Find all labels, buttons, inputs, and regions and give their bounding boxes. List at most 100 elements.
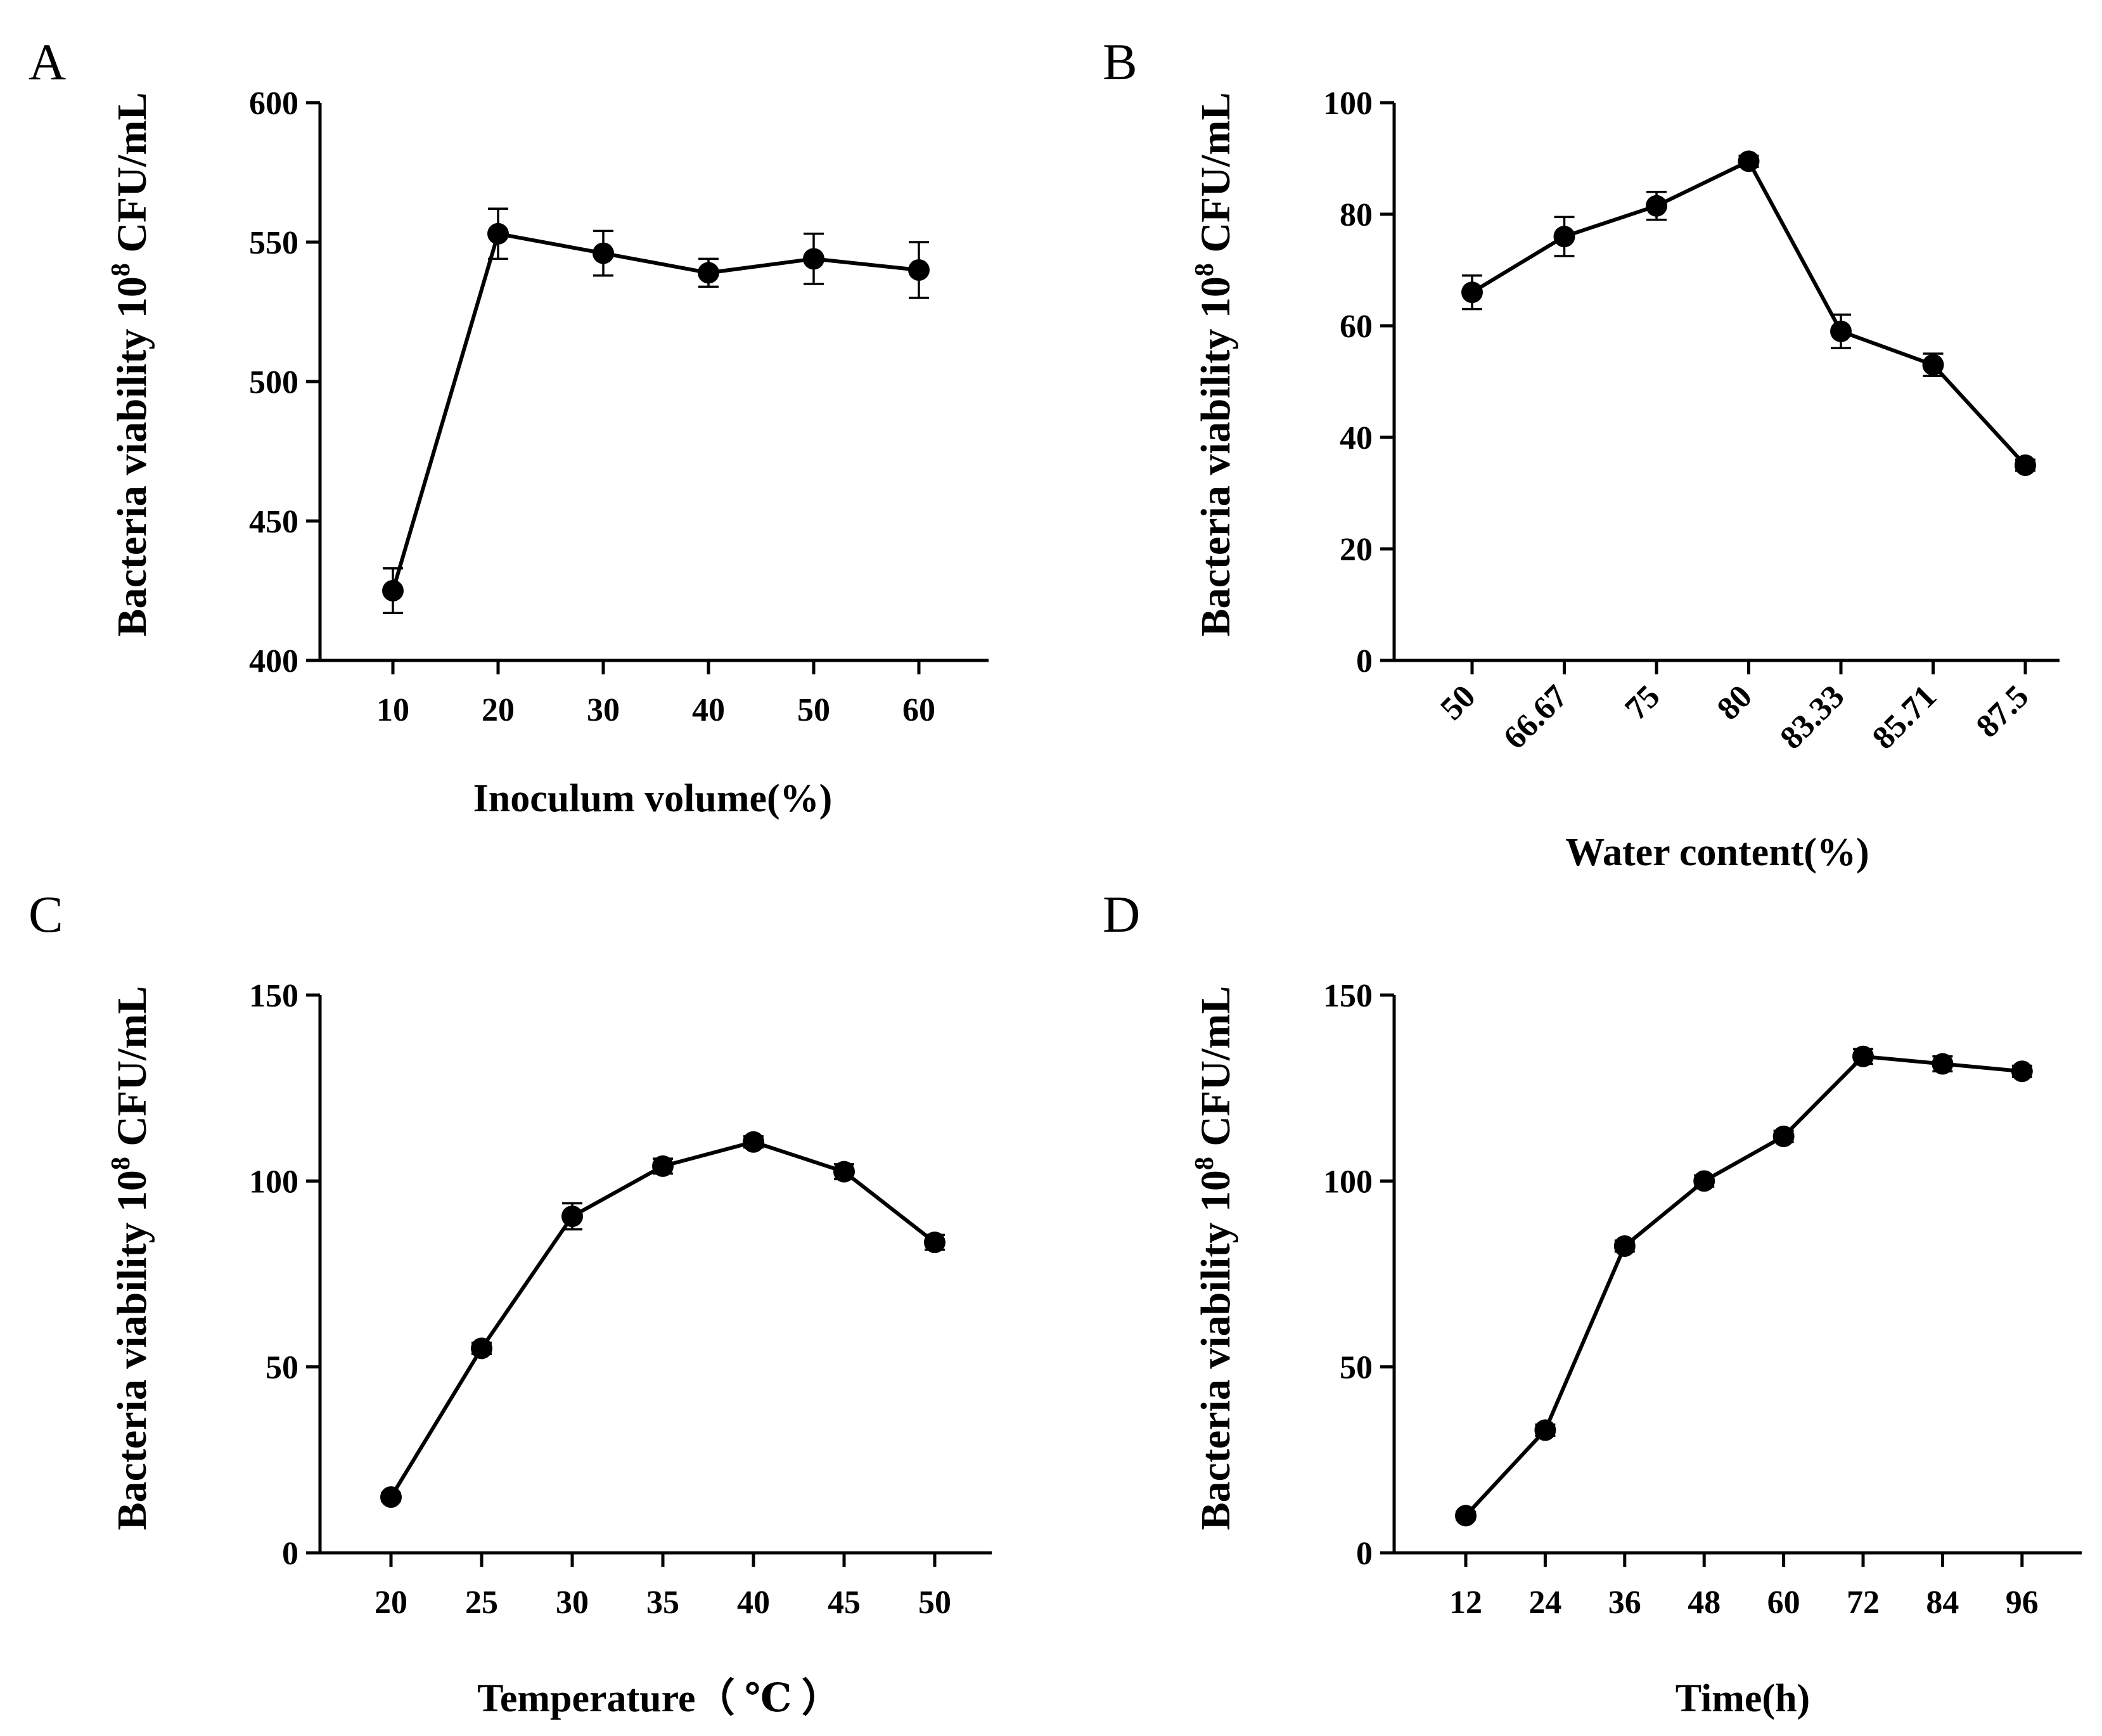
x-tick-label: 85.71 bbox=[1866, 678, 1944, 756]
x-tick-label: 20 bbox=[375, 1585, 407, 1621]
plot-area-b: 0 20 40 60 80 100 50 66.67 75 80 83.33 85.71 87.5 bbox=[1323, 86, 2060, 756]
x-tick-label: 36 bbox=[1608, 1585, 1641, 1621]
data-point bbox=[471, 1337, 492, 1360]
panel-d: D Bacteria viability 108 CFU/mL Time(h) … bbox=[1103, 885, 2082, 1720]
x-tick-label: 66.67 bbox=[1497, 678, 1575, 756]
panel-letter-a: A bbox=[29, 33, 66, 91]
data-point bbox=[803, 248, 824, 270]
panel-a: A Bacteria viability 108 CFU/mL Inoculum… bbox=[29, 33, 989, 820]
y-axis-label-d: Bacteria viability 108 CFU/mL bbox=[1190, 986, 1239, 1531]
x-axis-label-a: Inoculum volume(%) bbox=[473, 777, 833, 820]
x-tick-label: 50 bbox=[1433, 678, 1482, 727]
x-tick-label: 87.5 bbox=[1970, 678, 2036, 745]
panel-letter-c: C bbox=[29, 885, 63, 943]
series-line bbox=[1464, 1054, 2023, 1517]
series-line bbox=[389, 1140, 936, 1498]
y-axis-label-b: Bacteria viability 108 CFU/mL bbox=[1190, 93, 1239, 637]
x-tick-label: 30 bbox=[556, 1585, 589, 1621]
panel-b: B Bacteria viability 108 CFU/mL Water co… bbox=[1103, 33, 2060, 874]
y-tick-label: 80 bbox=[1340, 197, 1373, 233]
y-axis-label-superscript: 8 bbox=[106, 263, 136, 276]
y-axis-label-superscript: 8 bbox=[1190, 263, 1219, 276]
y-tick-label: 0 bbox=[1356, 1536, 1373, 1572]
y-tick-label: 20 bbox=[1340, 532, 1373, 568]
x-tick-label: 84 bbox=[1926, 1585, 1959, 1621]
x-tick-label: 25 bbox=[465, 1585, 498, 1621]
panel-c: C Bacteria viability 108 CFU/mL Temperat… bbox=[29, 885, 992, 1720]
data-point bbox=[908, 259, 930, 281]
panel-letter-d: D bbox=[1103, 885, 1140, 943]
y-axis-label-superscript: 8 bbox=[106, 1157, 136, 1170]
data-point bbox=[487, 222, 509, 245]
y-axis-label-prefix: Bacteria viability 10 bbox=[1193, 1170, 1239, 1530]
data-point bbox=[1830, 320, 1852, 342]
data-point bbox=[561, 1206, 583, 1228]
x-axis-label-b: Water content(%) bbox=[1565, 831, 1869, 874]
data-point bbox=[1613, 1235, 1636, 1257]
y-tick-label: 600 bbox=[249, 86, 298, 122]
y-axis-label-prefix: Bacteria viability 10 bbox=[1193, 276, 1239, 636]
y-tick-label: 100 bbox=[1323, 1164, 1373, 1200]
y-axis-label-prefix: Bacteria viability 10 bbox=[109, 276, 155, 636]
data-point bbox=[1553, 226, 1575, 248]
data-point bbox=[698, 262, 719, 284]
data-point bbox=[2011, 1060, 2033, 1083]
x-tick-label: 75 bbox=[1618, 678, 1667, 727]
x-tick-label: 35 bbox=[646, 1585, 679, 1621]
x-tick-label: 30 bbox=[587, 692, 620, 728]
x-tick-label: 60 bbox=[902, 692, 935, 728]
data-point bbox=[1534, 1419, 1556, 1441]
y-tick-label: 500 bbox=[249, 364, 298, 401]
x-tick-label: 60 bbox=[1767, 1585, 1800, 1621]
y-tick-label: 150 bbox=[249, 978, 298, 1014]
x-tick-label: 20 bbox=[482, 692, 515, 728]
x-axis-label-d: Time(h) bbox=[1676, 1677, 1810, 1720]
x-tick-label: 50 bbox=[797, 692, 830, 728]
data-point bbox=[2015, 454, 2036, 476]
y-axis-label-suffix: CFU/mL bbox=[109, 986, 155, 1157]
y-axis-label-suffix: CFU/mL bbox=[1193, 93, 1239, 263]
y-tick-label: 0 bbox=[1356, 643, 1373, 679]
data-point bbox=[1693, 1170, 1715, 1192]
y-tick-label: 550 bbox=[249, 225, 298, 261]
y-axis-label-superscript: 8 bbox=[1190, 1157, 1219, 1170]
data-point bbox=[1646, 195, 1667, 217]
data-point bbox=[593, 242, 614, 264]
series-line bbox=[391, 231, 920, 591]
data-point bbox=[1772, 1125, 1795, 1147]
y-axis-label-suffix: CFU/mL bbox=[109, 93, 155, 263]
x-tick-label: 96 bbox=[2006, 1585, 2039, 1621]
y-axis-label-prefix: Bacteria viability 10 bbox=[109, 1170, 155, 1530]
plot-area-a: 400 450 500 550 600 10 20 30 40 50 60 bbox=[249, 86, 989, 728]
x-tick-label: 24 bbox=[1528, 1585, 1561, 1621]
x-tick-label: 40 bbox=[737, 1585, 770, 1621]
data-point bbox=[1738, 150, 1760, 172]
x-tick-label: 10 bbox=[376, 692, 409, 728]
y-tick-label: 60 bbox=[1340, 309, 1373, 345]
y-axis-label-suffix: CFU/mL bbox=[1193, 986, 1239, 1157]
x-tick-label: 48 bbox=[1688, 1585, 1721, 1621]
x-tick-label: 45 bbox=[828, 1585, 861, 1621]
x-tick-label: 12 bbox=[1449, 1585, 1482, 1621]
y-tick-label: 150 bbox=[1323, 978, 1373, 1014]
data-point bbox=[382, 580, 404, 601]
data-point bbox=[833, 1161, 855, 1183]
plot-area-d: 0 50 100 150 12 24 36 48 60 72 84 96 bbox=[1323, 978, 2082, 1621]
y-tick-label: 40 bbox=[1340, 420, 1373, 456]
x-tick-label: 80 bbox=[1710, 678, 1759, 727]
x-axis-label-c: Temperature（ ℃ ） bbox=[477, 1676, 841, 1720]
data-point bbox=[652, 1155, 674, 1177]
data-point bbox=[1922, 354, 1944, 376]
series-line bbox=[1471, 159, 2027, 467]
y-tick-label: 0 bbox=[282, 1536, 298, 1572]
plot-area-c: 0 50 100 150 20 25 30 35 40 45 50 bbox=[249, 978, 992, 1621]
data-point bbox=[1932, 1053, 1954, 1075]
data-point bbox=[1852, 1045, 1874, 1067]
y-axis-label-c: Bacteria viability 108 CFU/mL bbox=[106, 986, 155, 1531]
y-axis-label-a: Bacteria viability 108 CFU/mL bbox=[106, 93, 155, 637]
y-tick-label: 50 bbox=[1340, 1350, 1373, 1386]
data-point bbox=[1455, 1505, 1477, 1527]
y-tick-label: 100 bbox=[1323, 86, 1373, 122]
y-tick-label: 50 bbox=[266, 1350, 298, 1386]
